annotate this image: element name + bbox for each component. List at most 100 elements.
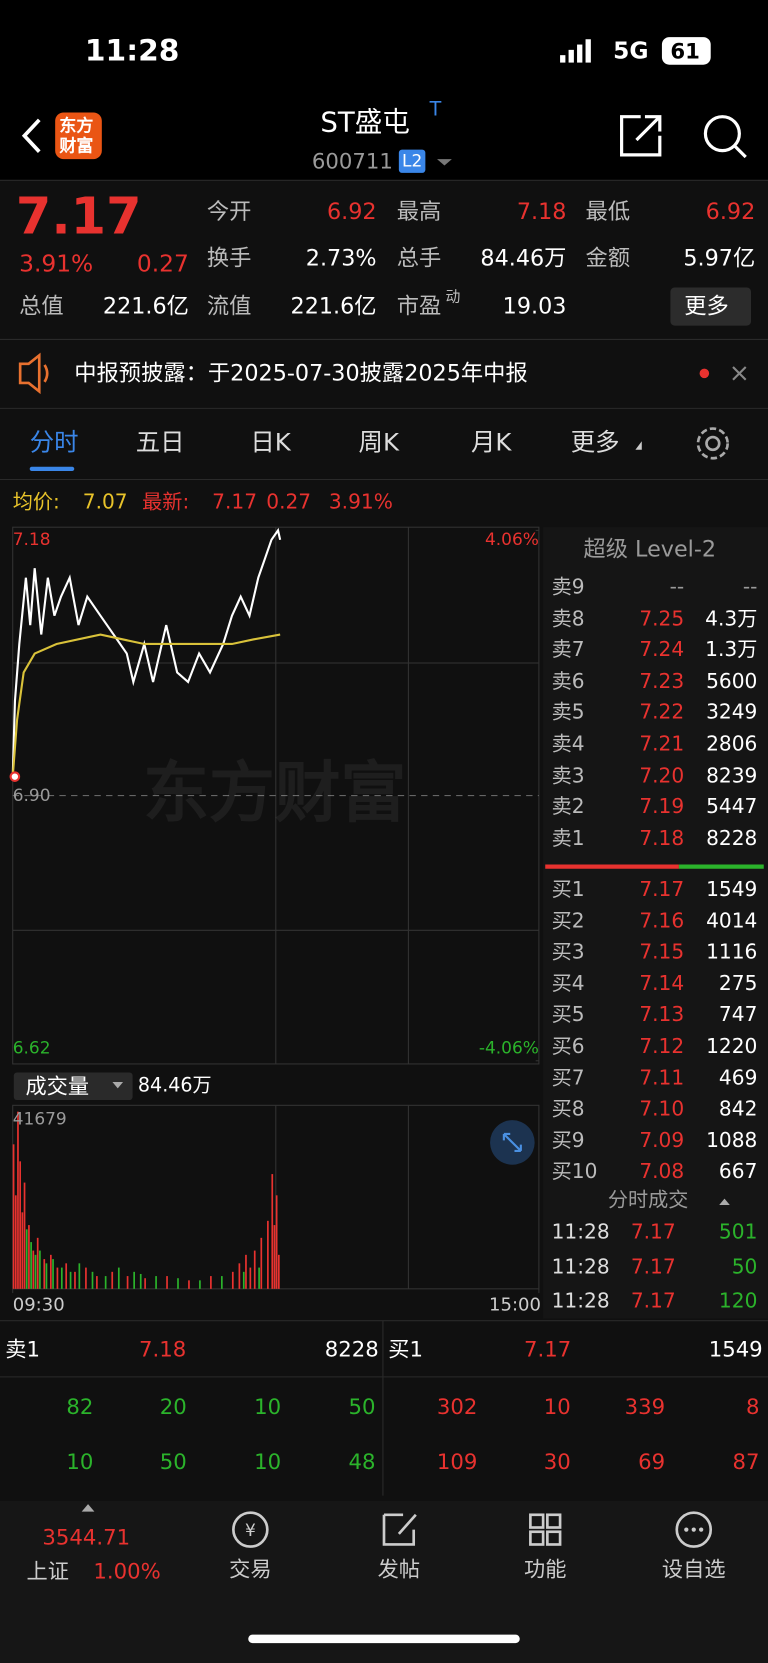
network: 5G xyxy=(613,38,649,65)
volume-bar xyxy=(133,1271,136,1289)
more-label[interactable]: 更多 xyxy=(684,293,729,319)
volume-bar xyxy=(155,1276,157,1289)
volume-bar xyxy=(271,1174,274,1289)
field-value: 221.6亿 xyxy=(290,293,377,319)
change: 0.27 xyxy=(136,251,189,278)
badge: T xyxy=(429,98,442,121)
tab[interactable]: 日K xyxy=(250,429,291,457)
volume-bar xyxy=(65,1263,68,1289)
more-button[interactable] xyxy=(670,287,752,326)
buy-order: 302 xyxy=(436,1393,478,1420)
buy-order: 30 xyxy=(543,1449,571,1475)
book-volume: 3249 xyxy=(706,701,758,725)
volume-bar xyxy=(60,1267,63,1289)
volume-selector[interactable] xyxy=(13,1072,133,1101)
volume-bar xyxy=(275,1195,278,1289)
volume-bar xyxy=(273,1225,276,1289)
tab[interactable]: 分时 xyxy=(29,429,79,457)
trade-price: 7.17 xyxy=(630,1220,676,1244)
field-value: 19.03 xyxy=(502,293,567,319)
book-label: 卖2 xyxy=(551,795,585,819)
y-tick-label: 6.90 xyxy=(12,784,51,806)
book-label: 卖3 xyxy=(551,763,585,788)
tab[interactable]: 五日 xyxy=(135,429,185,457)
tab[interactable]: 更多 xyxy=(570,429,620,457)
y-tick-label: 7.18 xyxy=(12,529,51,550)
nav-tab[interactable]: 交易 xyxy=(229,1556,272,1582)
sell-order: 10 xyxy=(66,1449,94,1475)
field-value: 84.46万 xyxy=(480,245,567,272)
volume-bar xyxy=(117,1267,120,1289)
speaker-icon[interactable] xyxy=(18,352,49,395)
volume-label[interactable]: 成交量 xyxy=(25,1073,90,1099)
book-volume: 842 xyxy=(718,1097,758,1121)
trade-price: 7.17 xyxy=(630,1289,676,1313)
notice[interactable]: 中报预披露：于2025-07-30披露2025年中报 xyxy=(74,360,528,386)
volume-bar xyxy=(144,1278,146,1289)
book-price: 7.19 xyxy=(639,795,685,819)
share-icon[interactable] xyxy=(620,115,662,157)
battery: 61 xyxy=(670,38,700,64)
trade-price: 7.17 xyxy=(630,1254,676,1279)
sell-order: 20 xyxy=(159,1393,187,1420)
index-value: 3544.71 xyxy=(42,1524,131,1550)
book-volume: 1088 xyxy=(706,1128,758,1153)
tab[interactable]: 周K xyxy=(358,429,399,457)
sell-order: 82 xyxy=(66,1393,94,1420)
volume-bar xyxy=(177,1278,179,1289)
volume-bar xyxy=(260,1237,263,1289)
volume-bar xyxy=(78,1263,81,1289)
nav-tab[interactable]: 发帖 xyxy=(377,1556,421,1582)
tab[interactable]: 月K xyxy=(470,429,512,457)
volume-bar xyxy=(14,1195,17,1289)
book-volume: 5600 xyxy=(706,669,758,693)
volume-bar xyxy=(96,1276,98,1289)
book-price: 7.12 xyxy=(639,1034,685,1059)
book-volume: 667 xyxy=(718,1160,758,1184)
volume-bar xyxy=(43,1259,46,1289)
yen-icon: ¥ xyxy=(245,1521,256,1541)
volume-bar xyxy=(139,1273,142,1289)
avg: 7.07 xyxy=(82,490,128,514)
buy-order: 87 xyxy=(732,1449,760,1475)
volume-bar xyxy=(32,1250,35,1289)
volume-bar xyxy=(39,1250,41,1289)
stock-name: ST盛屯 xyxy=(320,107,410,139)
open-marker xyxy=(9,771,21,782)
buy-order: 69 xyxy=(638,1449,666,1475)
book-volume: -- xyxy=(742,575,758,599)
book-volume: 4.3万 xyxy=(705,606,758,631)
book-label: 买9 xyxy=(551,1128,585,1153)
volume-bar xyxy=(220,1276,223,1289)
volume-bar xyxy=(49,1254,52,1289)
close-icon[interactable] xyxy=(732,366,747,381)
volume-bar xyxy=(277,1254,280,1289)
book-volume: 1116 xyxy=(706,940,758,964)
volume-bar xyxy=(258,1267,260,1289)
volume-bar xyxy=(245,1254,247,1289)
order-book-title: 超级 Level-2 xyxy=(583,536,717,562)
nav-tab[interactable]: 设自选 xyxy=(661,1556,726,1582)
buy-order: 8 xyxy=(746,1393,760,1420)
book-label: 卖9 xyxy=(551,575,585,599)
volume-bar xyxy=(85,1267,87,1289)
trade-volume: 50 xyxy=(731,1254,758,1279)
y2-tick-label: -4.06% xyxy=(478,1037,539,1058)
search-icon[interactable] xyxy=(703,115,747,159)
collapse-icon xyxy=(719,1198,730,1206)
field-label: 今开 xyxy=(206,198,252,225)
book-label: 卖7 xyxy=(551,638,585,662)
nav-tab[interactable]: 功能 xyxy=(524,1556,567,1582)
volume-bar xyxy=(199,1280,201,1289)
volume-bar xyxy=(69,1271,72,1289)
dropdown-icon xyxy=(112,1081,124,1089)
book-price: 7.18 xyxy=(639,826,685,850)
index-pct: 1.00% xyxy=(93,1558,161,1584)
signal-icon xyxy=(560,39,591,63)
field-value: 5.97亿 xyxy=(683,245,756,272)
settings-icon[interactable] xyxy=(696,427,730,460)
back-icon[interactable] xyxy=(21,118,41,153)
book-label: 买6 xyxy=(551,1034,585,1059)
index-name[interactable]: 上证 xyxy=(26,1558,69,1584)
